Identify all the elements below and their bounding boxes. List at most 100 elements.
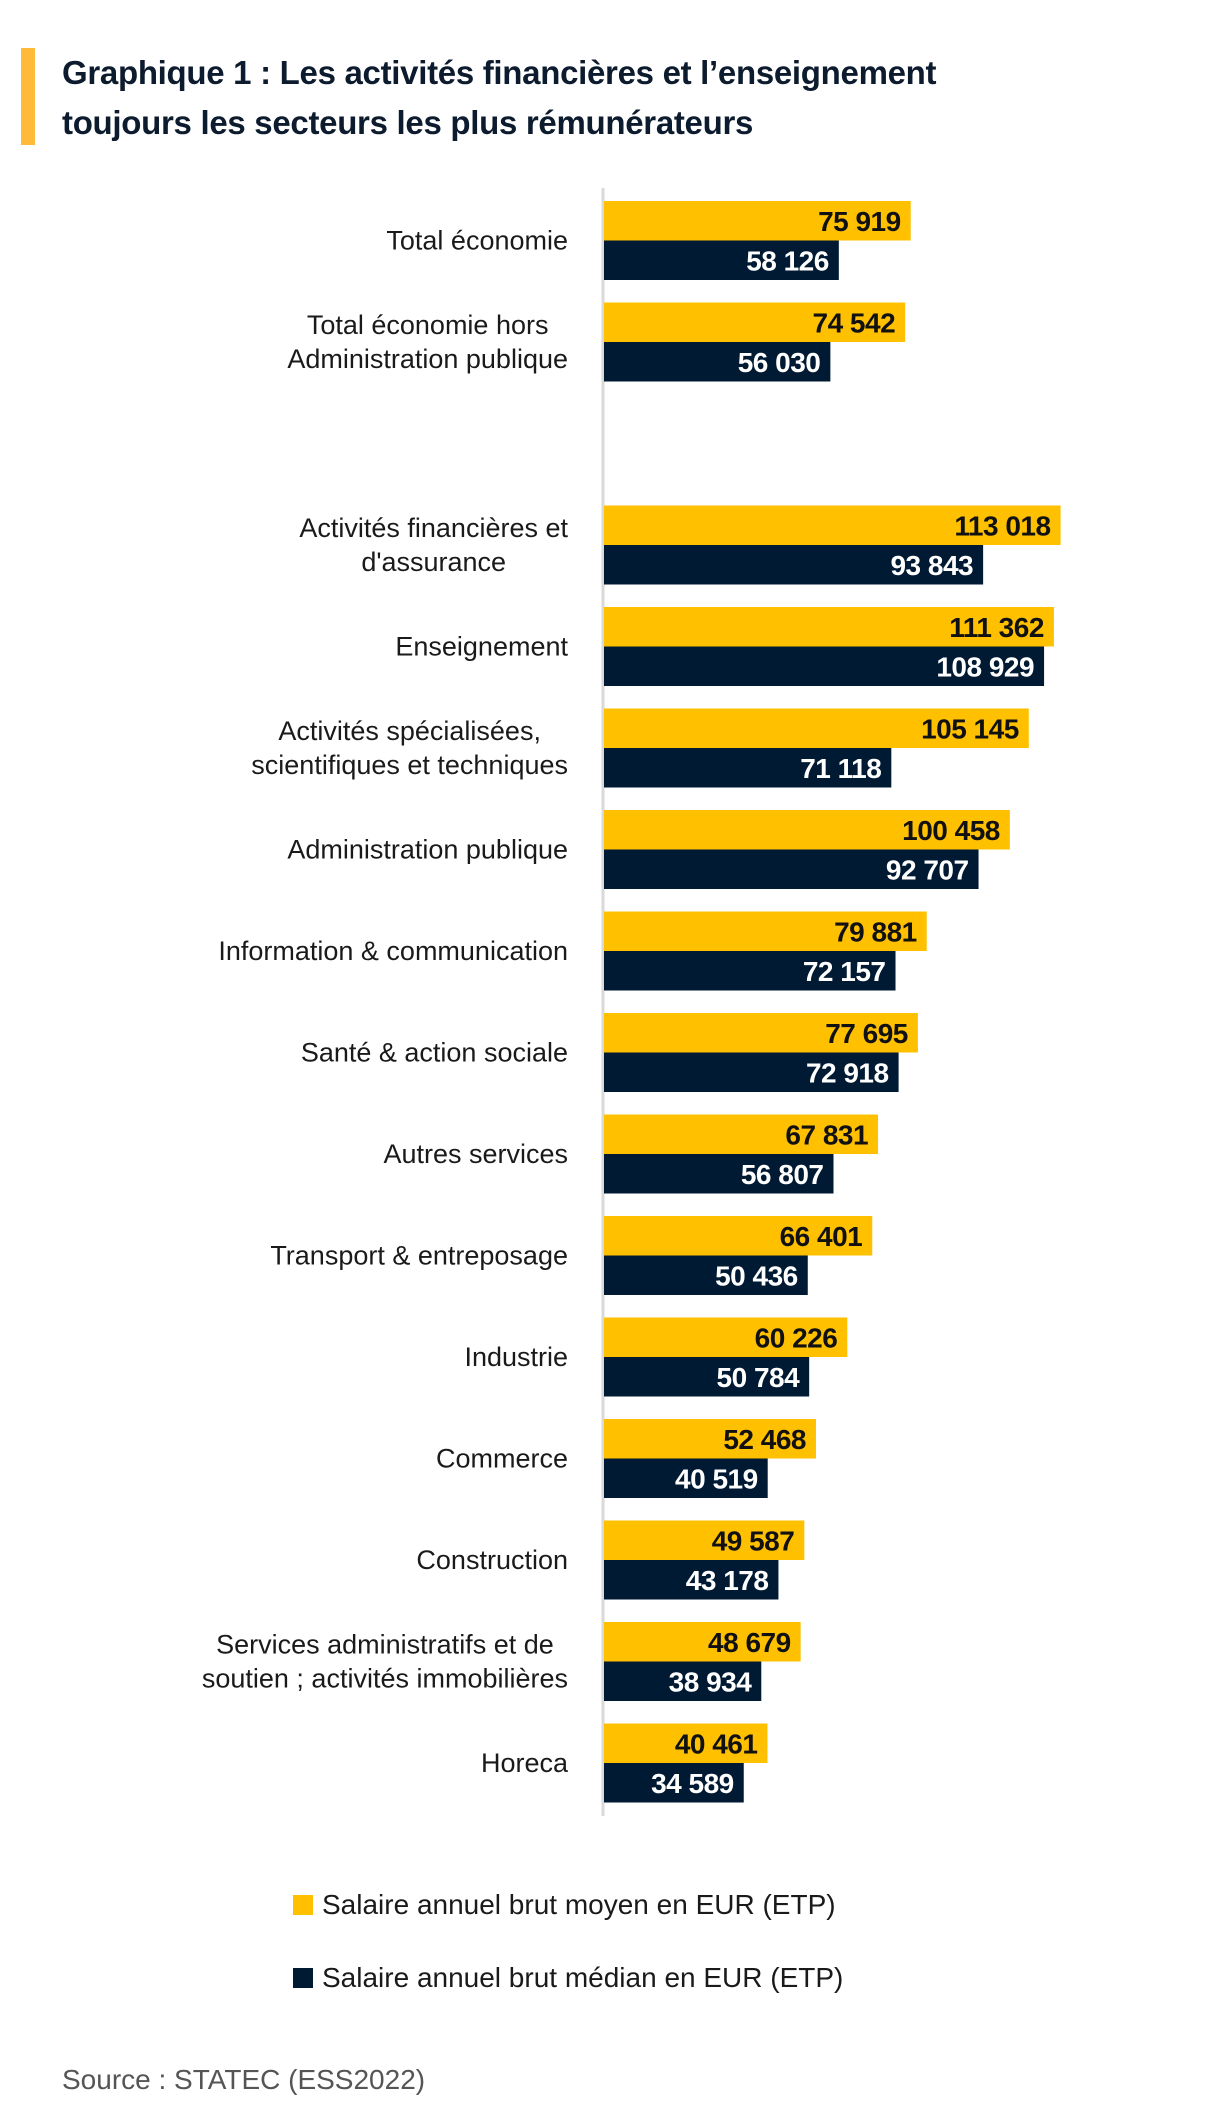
bar-group: Activités financières et d'assurance 113 0… [299, 505, 1061, 585]
data-label-mean: 111 362 [949, 612, 1044, 643]
data-label-mean: 79 881 [834, 916, 917, 947]
bar-mean [604, 201, 911, 241]
data-label-median: 72 157 [803, 956, 886, 987]
bar-mean [604, 1114, 879, 1154]
bar-group: Construction 49 587 43 178 [416, 1520, 805, 1600]
data-label-median: 43 178 [686, 1565, 769, 1596]
data-label-mean: 49 587 [712, 1525, 795, 1556]
bar-group: Commerce 52 468 40 519 [436, 1419, 816, 1498]
bar-group: Administration publique 100 458 92 707 [287, 810, 1010, 889]
data-label-mean: 74 542 [813, 307, 896, 338]
category-label: Information & communication [218, 936, 568, 966]
category-label-line: Administration publique [287, 835, 568, 865]
bar-mean [604, 1520, 805, 1560]
source-note: Source : STATEC (ESS2022) [62, 2064, 426, 2095]
legend-label-mean: Salaire annuel brut moyen en EUR (ETP) [322, 1889, 836, 1920]
category-label-line: Information & communication [218, 936, 568, 966]
category-label-line: Total économie hors [307, 310, 549, 340]
bar-group: Santé & action sociale 77 695 72 918 [301, 1013, 918, 1092]
category-label-line: Industrie [464, 1342, 568, 1372]
category-label: Transport & entreposage [270, 1241, 568, 1271]
category-label-line: Construction [416, 1545, 568, 1575]
bar-median [604, 545, 984, 585]
bar-median [604, 1661, 762, 1701]
category-label-line: scientifiques et techniques [251, 750, 568, 780]
category-label: Autres services [383, 1139, 568, 1169]
category-label-line: Transport & entreposage [270, 1241, 568, 1271]
data-label-median: 50 784 [717, 1362, 801, 1393]
data-label-median: 38 934 [669, 1666, 753, 1697]
bar-median [604, 1154, 834, 1194]
data-label-median: 58 126 [746, 245, 829, 276]
data-label-mean: 52 468 [723, 1424, 806, 1455]
bar-mean [604, 1723, 768, 1763]
bar-mean [604, 1216, 873, 1256]
category-label: Services administratifs et de soutien ; a… [202, 1630, 568, 1694]
category-label: Santé & action sociale [301, 1038, 568, 1068]
category-label: Activités financières et d'assurance [299, 513, 568, 577]
bar-mean [604, 708, 1029, 748]
category-label-line: Commerce [436, 1444, 568, 1474]
category-label-line: Horeca [481, 1748, 569, 1778]
category-label-line: Services administratifs et de [216, 1630, 554, 1660]
chart-title: Graphique 1 : Les activités financières … [62, 48, 1182, 148]
data-label-median: 93 843 [890, 550, 973, 581]
bar-group: Total économie hors Administration publiq… [287, 302, 906, 382]
bar-group: Activités spécialisées, scientifiques et … [251, 708, 1029, 788]
bar-group: Horeca 40 461 34 589 [481, 1723, 768, 1803]
bar-mean [604, 607, 1054, 647]
bar-median [604, 1255, 808, 1295]
category-label: Total économie hors Administration publiq… [287, 310, 568, 374]
category-label: Commerce [436, 1444, 568, 1474]
legend-swatch-mean [293, 1895, 313, 1915]
bar-median [604, 646, 1045, 686]
bar-group: Total économie 75 919 58 126 [386, 201, 911, 280]
bar-mean [604, 1419, 816, 1459]
bar-median [604, 748, 892, 788]
data-label-median: 34 589 [651, 1768, 734, 1799]
category-label: Enseignement [395, 632, 568, 662]
category-label: Activités spécialisées, scientifiques et … [251, 716, 568, 780]
bar-mean [604, 1013, 918, 1053]
bar-mean [604, 302, 906, 342]
bar-median [604, 1763, 744, 1803]
title-accent-bar [21, 48, 35, 145]
bar-group: Enseignement 111 362 108 929 [395, 607, 1054, 686]
bar-mean [604, 810, 1010, 850]
data-label-median: 56 807 [741, 1159, 824, 1190]
bar-median [604, 240, 839, 280]
bar-median [604, 951, 896, 991]
category-label: Industrie [464, 1342, 568, 1372]
category-label-line: Total économie [386, 226, 568, 256]
data-label-mean: 75 919 [818, 206, 901, 237]
data-label-mean: 105 145 [921, 713, 1019, 744]
legend-item-mean: Salaire annuel brut moyen en EUR (ETP) [293, 1889, 836, 1921]
category-label-line: Santé & action sociale [301, 1038, 568, 1068]
bar-mean [604, 1317, 848, 1357]
data-label-mean: 77 695 [825, 1018, 908, 1049]
category-label: Construction [416, 1545, 568, 1575]
bar-group: Services administratifs et de soutien ; a… [202, 1622, 801, 1701]
bar-group: Autres services 67 831 56 807 [383, 1114, 879, 1194]
data-label-median: 56 030 [738, 347, 821, 378]
bar-mean [604, 911, 927, 951]
category-label-line: d'assurance [361, 547, 506, 577]
legend-label-median: Salaire annuel brut médian en EUR (ETP) [322, 1962, 844, 1993]
category-label-line: Administration publique [287, 344, 568, 374]
data-label-mean: 67 831 [785, 1119, 868, 1150]
bar-median [604, 1458, 768, 1498]
data-label-median: 92 707 [886, 854, 969, 885]
data-label-mean: 60 226 [755, 1322, 838, 1353]
bar-mean [604, 1622, 801, 1662]
category-label-line: Enseignement [395, 632, 568, 662]
category-label-line: soutien ; activités immobilières [202, 1664, 568, 1694]
data-label-median: 108 929 [936, 651, 1034, 682]
data-label-median: 50 436 [715, 1260, 798, 1291]
data-label-median: 72 918 [806, 1057, 889, 1088]
chart-title-line-1: Graphique 1 : Les activités financières … [62, 54, 937, 91]
bar-median [604, 342, 831, 382]
legend-item-median: Salaire annuel brut médian en EUR (ETP) [293, 1962, 843, 1994]
data-label-median: 71 118 [800, 753, 881, 784]
category-label: Horeca [481, 1748, 569, 1778]
